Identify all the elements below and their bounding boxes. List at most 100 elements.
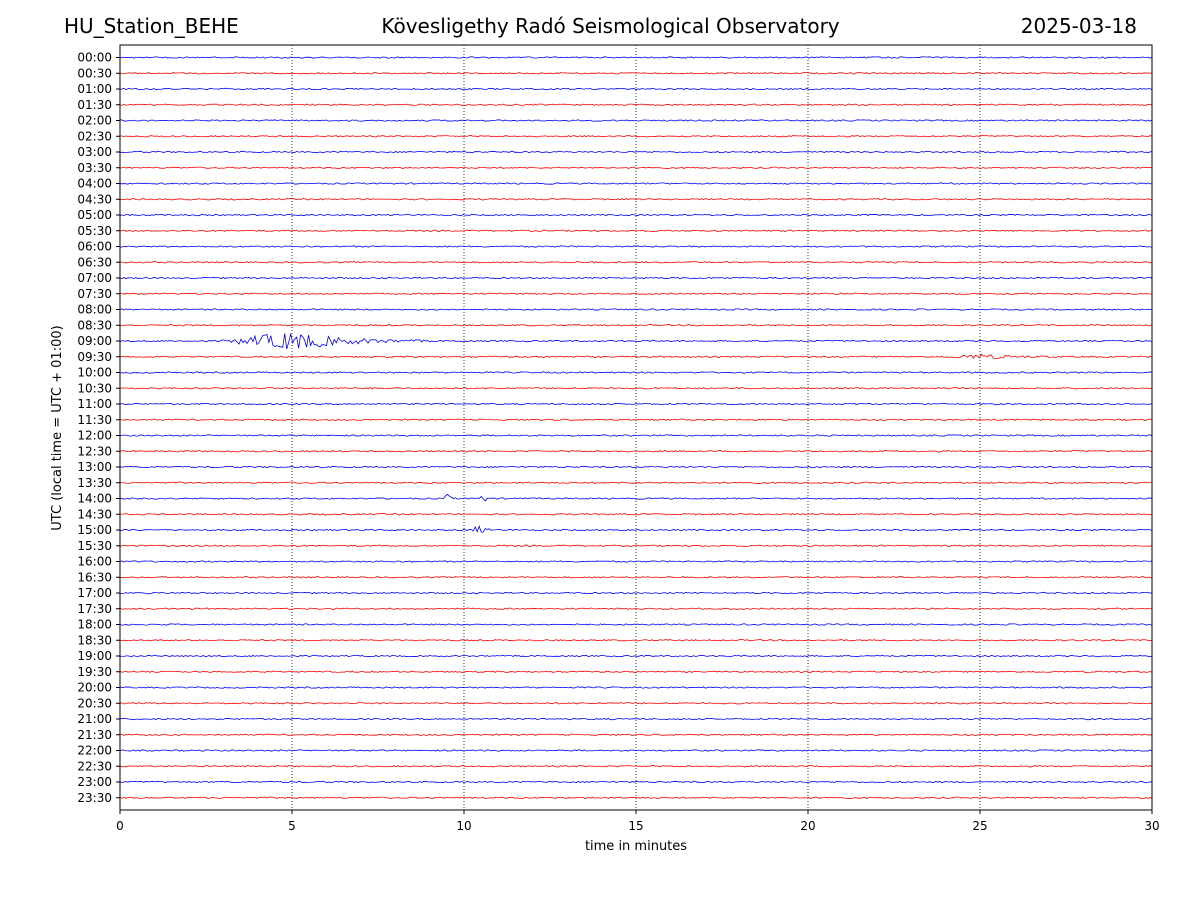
trace-00-00 <box>119 56 1153 59</box>
y-tick-label: 17:30 <box>77 602 112 616</box>
y-tick-label: 07:30 <box>77 287 112 301</box>
y-tick-label: 14:00 <box>77 492 112 506</box>
y-tick-label: 14:30 <box>77 507 112 521</box>
y-tick-label: 16:00 <box>77 555 112 569</box>
x-tick-label: 15 <box>628 819 643 833</box>
trace-00-30 <box>119 72 1153 75</box>
x-tick-label: 0 <box>116 819 124 833</box>
trace-10-00 <box>119 371 1153 374</box>
y-tick-label: 11:30 <box>77 413 112 427</box>
y-tick-label: 04:00 <box>77 177 112 191</box>
y-tick-label: 01:00 <box>77 82 112 96</box>
trace-05-30 <box>119 229 1153 232</box>
trace-06-30 <box>119 261 1153 264</box>
trace-11-30 <box>119 418 1153 421</box>
trace-09-00 <box>119 333 1153 350</box>
trace-05-00 <box>119 213 1153 217</box>
trace-14-00 <box>119 493 1153 502</box>
trace-20-00 <box>119 686 1153 689</box>
y-tick-label: 04:30 <box>77 192 112 206</box>
trace-04-30 <box>119 198 1153 201</box>
trace-16-30 <box>119 576 1153 579</box>
y-tick-label: 11:00 <box>77 397 112 411</box>
trace-15-30 <box>119 544 1153 547</box>
y-tick-label: 05:00 <box>77 208 112 222</box>
y-tick-label: 09:00 <box>77 334 112 348</box>
y-tick-label: 22:00 <box>77 744 112 758</box>
y-tick-label: 19:30 <box>77 665 112 679</box>
trace-07-00 <box>119 276 1153 280</box>
x-tick-label: 25 <box>972 819 987 833</box>
trace-13-00 <box>119 465 1153 469</box>
y-tick-label: 15:30 <box>77 539 112 553</box>
y-tick-label: 23:30 <box>77 791 112 805</box>
y-tick-label: 23:00 <box>77 775 112 789</box>
trace-11-00 <box>119 402 1153 406</box>
y-tick-label: 07:00 <box>77 271 112 285</box>
x-tick-label: 20 <box>800 819 815 833</box>
observatory-title: Kövesligethy Radó Seismological Observat… <box>381 14 840 38</box>
trace-18-00 <box>119 623 1153 626</box>
trace-08-30 <box>119 324 1153 327</box>
y-tick-label: 17:00 <box>77 586 112 600</box>
trace-17-00 <box>119 591 1153 595</box>
trace-14-30 <box>119 513 1153 516</box>
y-tick-label: 16:30 <box>77 570 112 584</box>
trace-20-30 <box>119 702 1153 705</box>
station-title: HU_Station_BEHE <box>64 14 239 38</box>
y-tick-label: 05:30 <box>77 224 112 238</box>
trace-12-30 <box>119 450 1153 453</box>
y-tick-label: 19:00 <box>77 649 112 663</box>
y-tick-label: 13:30 <box>77 476 112 490</box>
trace-02-00 <box>119 119 1153 122</box>
y-tick-label: 03:00 <box>77 145 112 159</box>
trace-18-30 <box>119 639 1153 642</box>
trace-07-30 <box>119 292 1153 295</box>
trace-01-00 <box>119 87 1153 91</box>
trace-22-00 <box>119 749 1153 752</box>
y-tick-label: 22:30 <box>77 759 112 773</box>
trace-23-30 <box>119 796 1153 799</box>
y-tick-label: 10:00 <box>77 366 112 380</box>
trace-13-30 <box>119 481 1153 484</box>
y-tick-label: 01:30 <box>77 98 112 112</box>
y-tick-label: 18:00 <box>77 618 112 632</box>
trace-03-30 <box>119 166 1153 169</box>
y-tick-label: 21:00 <box>77 712 112 726</box>
y-tick-label: 12:30 <box>77 444 112 458</box>
trace-22-30 <box>119 765 1153 768</box>
trace-19-00 <box>119 654 1153 658</box>
trace-03-00 <box>119 150 1153 154</box>
grid-lines <box>291 45 981 810</box>
y-tick-label: 21:30 <box>77 728 112 742</box>
trace-01-30 <box>119 103 1153 106</box>
trace-04-00 <box>119 182 1153 185</box>
y-tick-label: 18:30 <box>77 633 112 647</box>
y-tick-label: 06:30 <box>77 255 112 269</box>
y-tick-label: 00:30 <box>77 66 112 80</box>
trace-group <box>119 56 1153 799</box>
trace-16-00 <box>119 560 1153 563</box>
y-tick-label: 10:30 <box>77 381 112 395</box>
x-tick-label: 30 <box>1144 819 1159 833</box>
trace-23-00 <box>119 780 1153 784</box>
y-tick-label: 12:00 <box>77 429 112 443</box>
y-tick-label: 00:00 <box>77 51 112 65</box>
trace-21-30 <box>119 733 1153 736</box>
x-tick-label: 5 <box>288 819 296 833</box>
y-tick-label: 13:00 <box>77 460 112 474</box>
y-tick-label: 08:00 <box>77 303 112 317</box>
trace-19-30 <box>119 670 1153 673</box>
trace-10-30 <box>119 387 1153 390</box>
trace-17-30 <box>119 607 1153 610</box>
trace-12-00 <box>119 434 1153 437</box>
x-tick-label: 10 <box>456 819 471 833</box>
y-tick-label: 08:30 <box>77 318 112 332</box>
x-axis-label: time in minutes <box>585 839 687 854</box>
date-title: 2025-03-18 <box>1020 14 1137 38</box>
y-tick-label: 06:00 <box>77 240 112 254</box>
y-tick-label: 02:00 <box>77 114 112 128</box>
y-tick-label: 09:30 <box>77 350 112 364</box>
